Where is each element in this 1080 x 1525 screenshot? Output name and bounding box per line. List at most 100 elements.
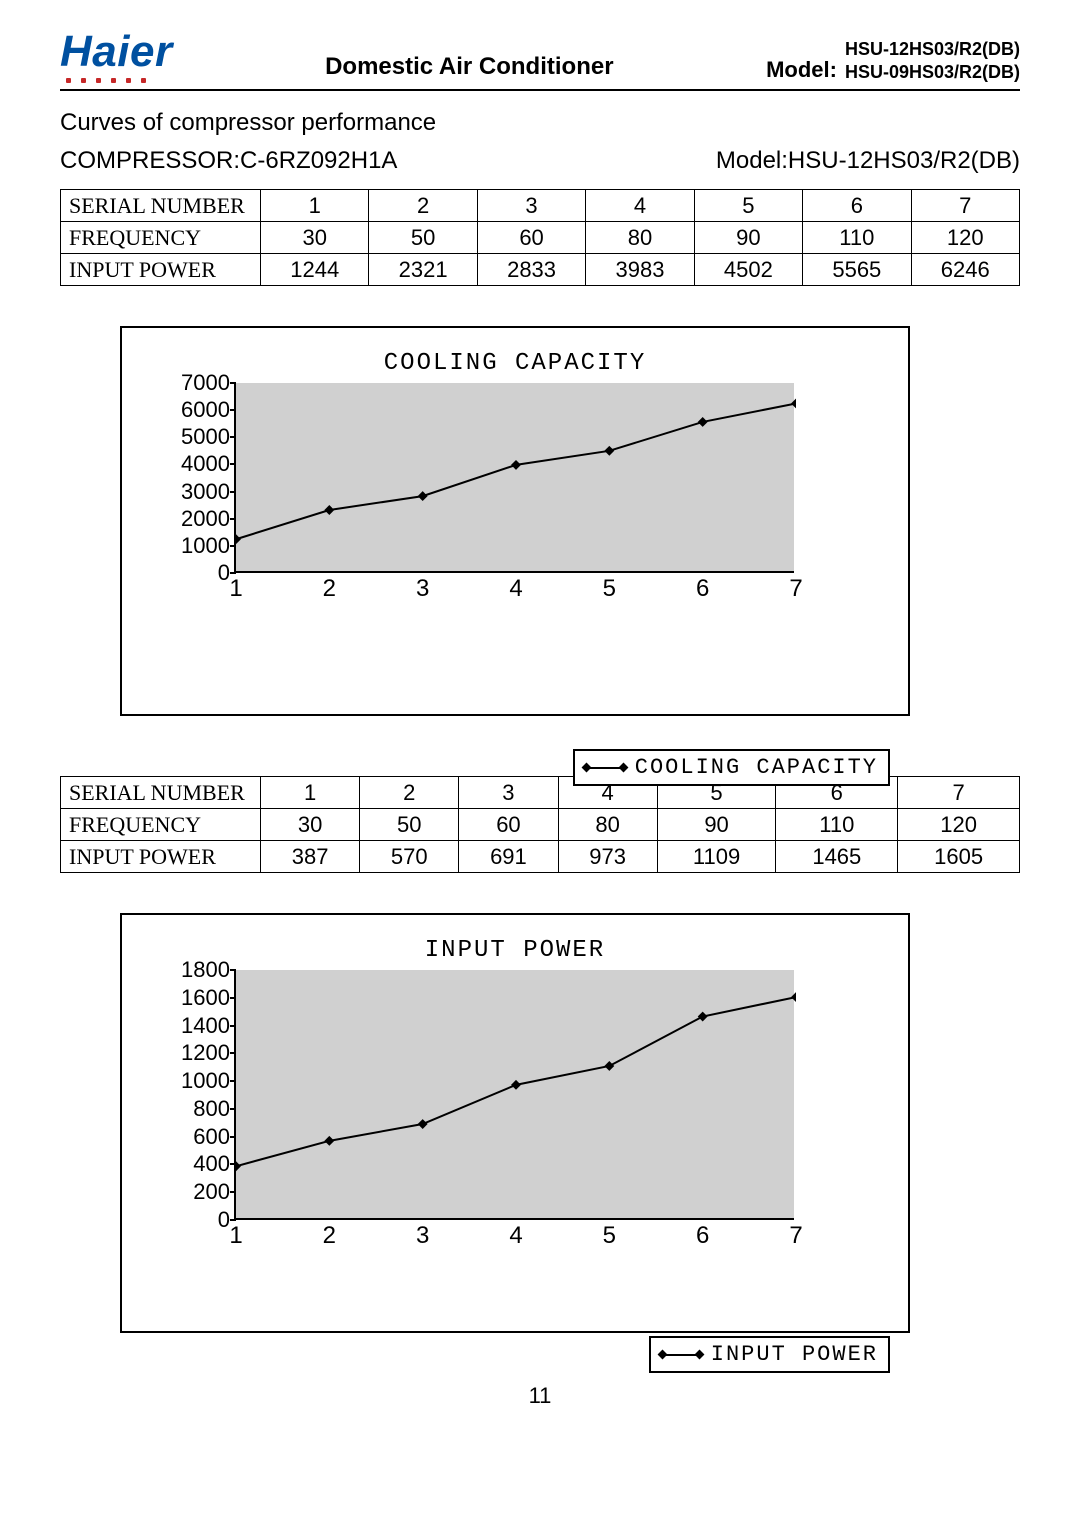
section-model: Model:HSU-12HS03/R2(DB): [716, 147, 1020, 175]
cell: 1605: [898, 841, 1020, 873]
chart-power: INPUT POWER 0200400600800100012001400160…: [120, 913, 910, 1333]
row-label: SERIAL NUMBER: [61, 190, 261, 222]
cell: 60: [477, 222, 585, 254]
ytick-label: 0: [218, 560, 230, 586]
ytick-label: 200: [193, 1179, 230, 1205]
table-power: SERIAL NUMBER 1 2 3 4 5 6 7 FREQUENCY 30…: [60, 776, 1020, 873]
cell: 80: [586, 222, 694, 254]
xtick-label: 6: [696, 575, 709, 603]
cell: 80: [558, 809, 657, 841]
page-title: Domestic Air Conditioner: [173, 53, 766, 81]
section-subrow: COMPRESSOR:C-6RZ092H1A Model:HSU-12HS03/…: [60, 147, 1020, 175]
plot-area: 0200400600800100012001400160018001234567: [234, 970, 794, 1220]
cell: 110: [803, 222, 911, 254]
cell: 4: [586, 190, 694, 222]
legend-marker-icon: [585, 767, 625, 769]
table-row: FREQUENCY 30 50 60 80 90 110 120: [61, 222, 1020, 254]
chart-legend: INPUT POWER: [649, 1336, 890, 1373]
cell: 6: [803, 190, 911, 222]
brand-dots: [66, 78, 146, 83]
cell: 110: [776, 809, 898, 841]
xtick-label: 4: [509, 1222, 522, 1250]
cell: 7: [898, 777, 1020, 809]
brand-logo: Haier: [60, 30, 173, 83]
page: Haier Domestic Air Conditioner Model: HS…: [0, 0, 1080, 1449]
cell: 6246: [911, 254, 1019, 286]
table-row: INPUT POWER 1244 2321 2833 3983 4502 556…: [61, 254, 1020, 286]
row-label: FREQUENCY: [61, 222, 261, 254]
legend-label: INPUT POWER: [711, 1342, 878, 1367]
ytick-label: 1600: [181, 985, 230, 1011]
cell: 5565: [803, 254, 911, 286]
ytick-label: 0: [218, 1207, 230, 1233]
model-code-1: HSU-12HS03/R2(DB): [845, 38, 1020, 61]
legend-marker-icon: [661, 1354, 701, 1356]
table-row: SERIAL NUMBER 1 2 3 4 5 6 7: [61, 190, 1020, 222]
ytick-label: 5000: [181, 424, 230, 450]
ytick-label: 2000: [181, 506, 230, 532]
cell: 2: [369, 190, 477, 222]
cell: 30: [261, 222, 369, 254]
chart-svg: [236, 970, 796, 1220]
table-row: INPUT POWER 387 570 691 973 1109 1465 16…: [61, 841, 1020, 873]
model-codes: HSU-12HS03/R2(DB) HSU-09HS03/R2(DB): [845, 38, 1020, 83]
chart-plot-wrap: 010002000300040005000600070001234567: [234, 383, 886, 573]
cell: 90: [694, 222, 802, 254]
cell: 2833: [477, 254, 585, 286]
cell: 50: [360, 809, 459, 841]
xtick-label: 2: [323, 1222, 336, 1250]
chart-plot-wrap: 0200400600800100012001400160018001234567: [234, 970, 886, 1220]
compressor-label: COMPRESSOR:C-6RZ092H1A: [60, 147, 397, 175]
row-label: SERIAL NUMBER: [61, 777, 261, 809]
legend-label: COOLING CAPACITY: [635, 755, 878, 780]
cell: 3: [477, 190, 585, 222]
ytick-label: 800: [193, 1096, 230, 1122]
model-label: Model:: [766, 57, 837, 83]
cell: 60: [459, 809, 558, 841]
brand-name: Haier: [60, 30, 173, 74]
xtick-label: 3: [416, 1222, 429, 1250]
cell: 1465: [776, 841, 898, 873]
xtick-label: 3: [416, 575, 429, 603]
cell: 387: [261, 841, 360, 873]
cell: 3983: [586, 254, 694, 286]
row-label: INPUT POWER: [61, 841, 261, 873]
xtick-label: 5: [603, 1222, 616, 1250]
ytick-label: 1400: [181, 1013, 230, 1039]
ytick-label: 1000: [181, 1068, 230, 1094]
cell: 2: [360, 777, 459, 809]
cell: 30: [261, 809, 360, 841]
cell: 973: [558, 841, 657, 873]
cell: 50: [369, 222, 477, 254]
cell: 691: [459, 841, 558, 873]
cell: 4502: [694, 254, 802, 286]
xtick-label: 7: [789, 575, 802, 603]
chart-legend: COOLING CAPACITY: [573, 749, 890, 786]
ytick-label: 600: [193, 1124, 230, 1150]
ytick-label: 4000: [181, 451, 230, 477]
header-model-block: Model: HSU-12HS03/R2(DB) HSU-09HS03/R2(D…: [766, 38, 1020, 83]
cell: 1244: [261, 254, 369, 286]
ytick-label: 400: [193, 1151, 230, 1177]
xtick-label: 5: [603, 575, 616, 603]
cell: 90: [657, 809, 776, 841]
cell: 3: [459, 777, 558, 809]
plot-area: 010002000300040005000600070001234567: [234, 383, 794, 573]
cell: 7: [911, 190, 1019, 222]
ytick-label: 7000: [181, 370, 230, 396]
page-header: Haier Domestic Air Conditioner Model: HS…: [60, 30, 1020, 91]
chart-title: INPUT POWER: [144, 937, 886, 964]
ytick-label: 1200: [181, 1040, 230, 1066]
cell: 1109: [657, 841, 776, 873]
ytick-label: 1000: [181, 533, 230, 559]
cell: 2321: [369, 254, 477, 286]
cell: 570: [360, 841, 459, 873]
cell: 1: [261, 777, 360, 809]
row-label: INPUT POWER: [61, 254, 261, 286]
table-cooling: SERIAL NUMBER 1 2 3 4 5 6 7 FREQUENCY 30…: [60, 189, 1020, 286]
xtick-label: 2: [323, 575, 336, 603]
cell: 1: [261, 190, 369, 222]
chart-svg: [236, 383, 796, 573]
xtick-label: 4: [509, 575, 522, 603]
table-row: FREQUENCY 30 50 60 80 90 110 120: [61, 809, 1020, 841]
